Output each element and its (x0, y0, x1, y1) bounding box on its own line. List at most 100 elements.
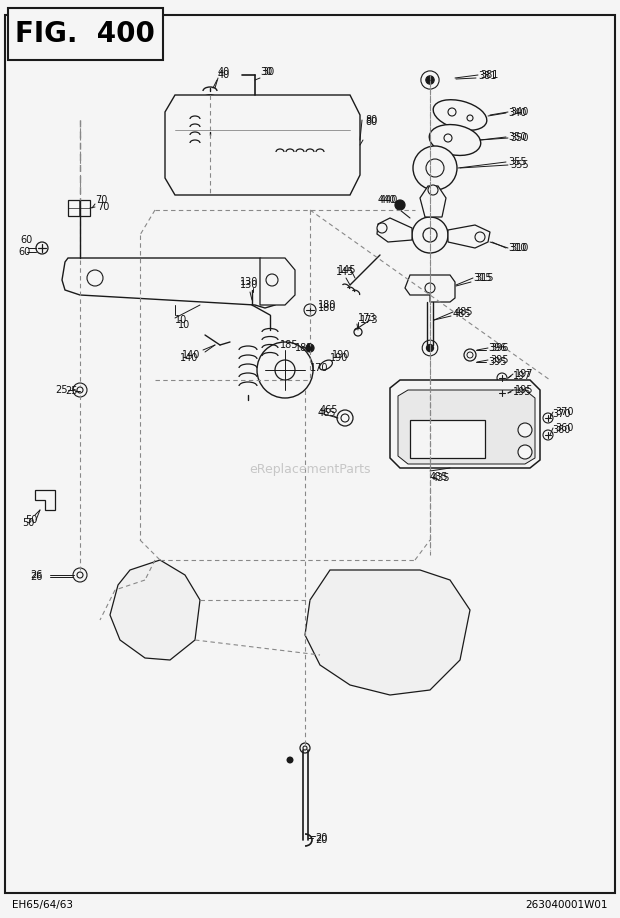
Text: 340: 340 (510, 107, 528, 117)
Text: 173: 173 (360, 315, 378, 325)
Text: 465: 465 (318, 408, 337, 418)
Circle shape (341, 414, 349, 422)
Text: 435: 435 (432, 473, 451, 483)
Circle shape (422, 341, 438, 356)
Text: 180: 180 (318, 300, 337, 310)
Text: 170: 170 (310, 363, 329, 373)
Circle shape (257, 342, 313, 398)
Circle shape (444, 134, 452, 142)
Circle shape (427, 344, 433, 352)
Circle shape (475, 232, 485, 242)
Circle shape (428, 185, 438, 195)
Polygon shape (110, 560, 200, 660)
Polygon shape (377, 218, 412, 242)
Text: 80: 80 (365, 117, 377, 127)
Text: 395: 395 (490, 355, 508, 365)
Text: 350: 350 (510, 133, 528, 143)
Text: 370: 370 (555, 407, 574, 417)
Polygon shape (448, 225, 490, 248)
Text: 180: 180 (318, 303, 337, 313)
Text: 190: 190 (332, 350, 350, 360)
Circle shape (377, 223, 387, 233)
Text: 435: 435 (430, 472, 448, 482)
Text: 197: 197 (513, 371, 531, 381)
Circle shape (467, 115, 473, 121)
Text: EH65/64/63: EH65/64/63 (12, 900, 73, 910)
Text: 355: 355 (508, 157, 526, 167)
Text: 485: 485 (453, 309, 471, 319)
Text: 30: 30 (262, 67, 274, 77)
Circle shape (518, 445, 532, 459)
Text: 40: 40 (218, 70, 230, 80)
Text: 185: 185 (295, 343, 314, 353)
Polygon shape (35, 490, 55, 510)
Circle shape (303, 746, 307, 750)
Bar (8, 8, 163, 60)
Circle shape (73, 383, 87, 397)
Text: 315: 315 (475, 273, 494, 283)
Text: 195: 195 (515, 385, 533, 395)
Text: 396: 396 (488, 343, 507, 353)
Text: 30: 30 (260, 67, 272, 77)
Circle shape (304, 304, 316, 316)
Text: 10: 10 (178, 320, 190, 330)
Text: 70: 70 (95, 195, 107, 205)
Polygon shape (398, 390, 535, 464)
Ellipse shape (429, 125, 480, 155)
Text: 80: 80 (365, 115, 377, 125)
Circle shape (518, 423, 532, 437)
Text: 173: 173 (358, 313, 376, 323)
Circle shape (497, 373, 507, 383)
Text: 26: 26 (30, 570, 42, 580)
Text: 315: 315 (473, 273, 492, 283)
Text: 145: 145 (336, 267, 355, 277)
Circle shape (426, 76, 434, 84)
Text: 140: 140 (180, 353, 198, 363)
Text: 440: 440 (380, 195, 399, 205)
Circle shape (412, 217, 448, 253)
Text: 130: 130 (240, 277, 259, 287)
Circle shape (448, 108, 456, 116)
Circle shape (73, 568, 87, 582)
Text: 25: 25 (65, 386, 78, 396)
Ellipse shape (433, 100, 487, 130)
Text: 26: 26 (30, 572, 42, 582)
Text: 20: 20 (315, 833, 327, 843)
Circle shape (426, 159, 444, 177)
Text: 440: 440 (378, 195, 396, 205)
Text: 381: 381 (480, 70, 498, 80)
Circle shape (395, 200, 405, 210)
Circle shape (354, 328, 362, 336)
Text: 145: 145 (338, 265, 356, 275)
Circle shape (467, 352, 473, 358)
Polygon shape (420, 186, 446, 217)
Circle shape (77, 387, 83, 393)
Circle shape (275, 360, 295, 380)
Text: 370: 370 (552, 409, 570, 419)
Text: 50: 50 (25, 515, 37, 525)
Text: 185: 185 (280, 340, 298, 350)
Text: FIG.  400: FIG. 400 (15, 20, 155, 48)
Text: 360: 360 (552, 425, 570, 435)
Text: 40: 40 (218, 67, 230, 77)
Bar (410, 420, 485, 458)
Text: 10: 10 (175, 315, 187, 325)
Text: 140: 140 (182, 350, 200, 360)
Text: 310: 310 (510, 243, 528, 253)
Text: 195: 195 (513, 387, 531, 397)
Circle shape (87, 270, 103, 286)
Circle shape (464, 349, 476, 361)
Circle shape (337, 410, 353, 426)
Polygon shape (390, 380, 540, 468)
Circle shape (425, 283, 435, 293)
Text: 60: 60 (18, 247, 30, 257)
Text: 465: 465 (320, 405, 339, 415)
Text: 190: 190 (330, 353, 348, 363)
Text: 263040001W01: 263040001W01 (526, 900, 608, 910)
Circle shape (543, 413, 553, 423)
Text: 130: 130 (240, 280, 259, 290)
Text: 60: 60 (20, 235, 32, 245)
Circle shape (423, 228, 437, 242)
Text: 395: 395 (488, 357, 507, 367)
Circle shape (77, 572, 83, 578)
